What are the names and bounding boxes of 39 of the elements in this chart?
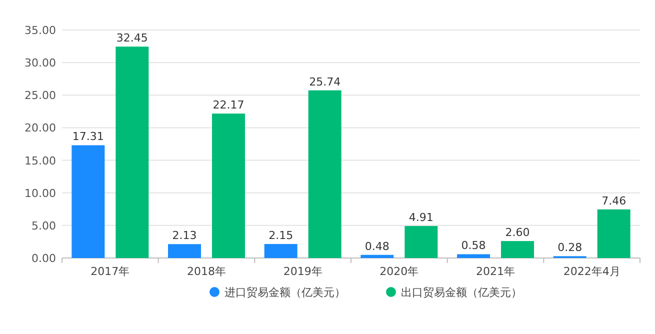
data-label: 2.60 xyxy=(505,226,530,240)
x-tick-label: 2019年 xyxy=(283,265,322,278)
data-label: 0.58 xyxy=(461,239,486,252)
data-label: 4.91 xyxy=(408,211,434,224)
bar xyxy=(168,244,201,258)
y-tick-label: 0.00 xyxy=(32,252,56,265)
bar xyxy=(308,90,342,258)
x-tick-label: 2018年 xyxy=(187,265,226,278)
x-tick-label: 2017年 xyxy=(90,265,130,278)
data-label: 0.48 xyxy=(364,240,390,253)
data-label: 2.15 xyxy=(268,228,294,242)
bar xyxy=(264,244,298,258)
y-tick-label: 5.00 xyxy=(32,219,56,232)
data-label: 7.46 xyxy=(602,194,626,208)
legend-label: 进口贸易金额（亿美元） xyxy=(224,286,346,299)
y-tick-label: 25.00 xyxy=(24,89,56,102)
data-label: 0.28 xyxy=(558,241,582,254)
bar xyxy=(116,46,149,258)
y-tick-label: 10.00 xyxy=(24,186,56,200)
y-tick-label: 30.00 xyxy=(24,56,56,70)
y-tick-label: 20.00 xyxy=(24,122,56,135)
y-tick-label: 15.00 xyxy=(24,154,56,168)
bar xyxy=(404,226,438,258)
data-label: 2.13 xyxy=(172,229,197,242)
bar xyxy=(72,145,105,258)
bar xyxy=(457,254,490,258)
y-tick-label: 35.00 xyxy=(24,24,56,37)
legend-label: 出口贸易金额（亿美元） xyxy=(401,286,522,299)
data-label: 25.74 xyxy=(309,75,341,88)
x-tick-label: 2022年4月 xyxy=(563,265,620,278)
x-tick-label: 2020年 xyxy=(380,265,419,278)
bar xyxy=(501,241,534,258)
bar xyxy=(360,254,394,258)
data-label: 17.31 xyxy=(72,130,104,144)
data-label: 22.17 xyxy=(212,98,244,112)
bar xyxy=(212,114,245,258)
x-tick-label: 2021年 xyxy=(476,265,515,278)
data-label: 32.45 xyxy=(116,32,148,45)
bar xyxy=(597,209,630,258)
